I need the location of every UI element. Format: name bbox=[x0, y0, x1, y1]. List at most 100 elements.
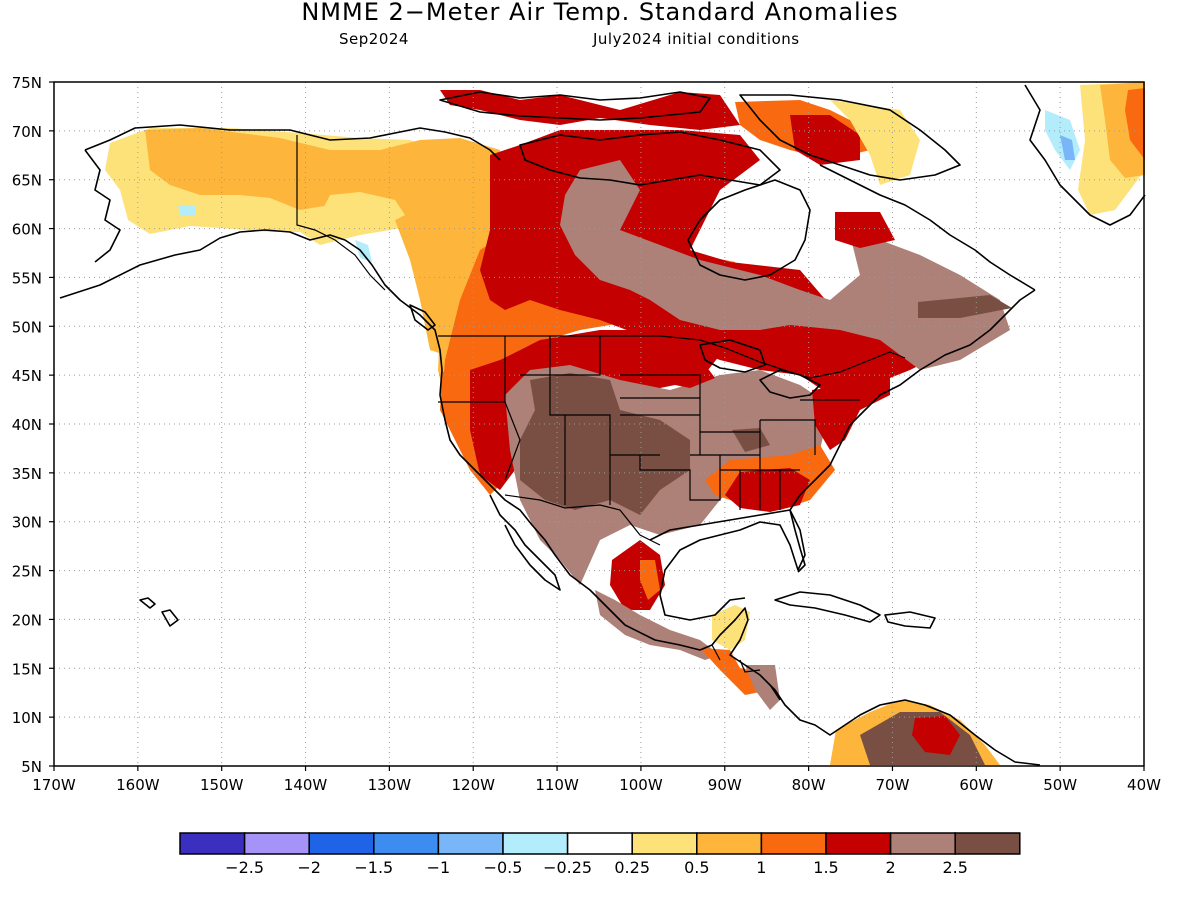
colorbar-swatch bbox=[502, 832, 569, 855]
map-title: NMME 2−Meter Air Temp. Standard Anomalie… bbox=[301, 0, 899, 26]
colorbar-swatch bbox=[825, 832, 892, 855]
lon-tick-label: 60W bbox=[959, 776, 993, 794]
colorbar-label: −0.5 bbox=[484, 858, 523, 877]
shade-mexico-orange bbox=[640, 560, 660, 600]
colorbar-label: −2.5 bbox=[225, 858, 264, 877]
colorbar-swatch bbox=[760, 832, 827, 855]
colorbar-label: −2 bbox=[297, 858, 321, 877]
coast-florida bbox=[789, 509, 806, 573]
border-central-america bbox=[711, 644, 781, 701]
lon-tick-label: 40W bbox=[1127, 776, 1161, 794]
colorbar-label: −1 bbox=[427, 858, 451, 877]
coast-hudson-bay bbox=[687, 179, 811, 281]
colorbar-swatch bbox=[373, 832, 440, 855]
shade-arctic-north-red bbox=[440, 90, 740, 130]
coast-baja bbox=[489, 494, 561, 591]
border-us-mexico bbox=[504, 494, 661, 546]
coast-east bbox=[789, 289, 1036, 511]
lon-tick-label: 150W bbox=[200, 776, 244, 794]
border-alaska-canada bbox=[296, 135, 386, 291]
colorbar-swatch bbox=[631, 832, 698, 855]
colorbar-label: 0.25 bbox=[614, 858, 650, 877]
shade-greenland-red bbox=[1125, 88, 1145, 160]
lat-tick-label: 65N bbox=[12, 172, 42, 190]
shade-cam-brown bbox=[745, 665, 780, 710]
lat-tick-label: 55N bbox=[12, 269, 42, 287]
shade-canada-brown bbox=[560, 160, 1010, 370]
map-valid-month: Sep2024 bbox=[339, 30, 409, 48]
colorbar-swatch bbox=[243, 832, 310, 855]
coast-ellesmere bbox=[439, 91, 711, 121]
coast-vancouver-island bbox=[409, 304, 436, 331]
lat-tick-label: 75N bbox=[12, 74, 42, 92]
lat-tick-label: 50N bbox=[12, 318, 42, 336]
lat-tick-label: 25N bbox=[12, 563, 42, 581]
shade-east-red bbox=[812, 365, 890, 450]
coastlines bbox=[59, 84, 1146, 766]
colorbar-swatch bbox=[954, 832, 1021, 855]
lon-tick-label: 130W bbox=[368, 776, 412, 794]
lat-tick-label: 35N bbox=[12, 465, 42, 483]
latitude-axis: 75N 70N 65N 60N 55N 50N 45N 40N 35N 30N 25N 20N 15N 1… bbox=[12, 74, 54, 776]
colorbar-label: 1 bbox=[756, 858, 766, 877]
shade-yukon-orange bbox=[145, 128, 505, 355]
colorbar-label: 2 bbox=[886, 858, 896, 877]
lat-tick-label: 30N bbox=[12, 514, 42, 532]
coast-greenland bbox=[1024, 84, 1146, 226]
coast-cuba bbox=[774, 591, 881, 623]
colorbar-swatch bbox=[696, 832, 763, 855]
shade-us-darkbrown bbox=[520, 373, 690, 515]
shade-yukon-yellow bbox=[320, 192, 405, 230]
coast-hawaii bbox=[139, 597, 179, 627]
border-us-states bbox=[438, 336, 860, 510]
lon-tick-label: 80W bbox=[792, 776, 826, 794]
lon-tick-label: 100W bbox=[619, 776, 663, 794]
lon-tick-label: 170W bbox=[32, 776, 76, 794]
shade-bc-cool bbox=[355, 240, 372, 262]
coast-gulf bbox=[649, 509, 806, 621]
colorbar-swatch bbox=[566, 832, 633, 855]
map-initial-conditions: July2024 initial conditions bbox=[593, 30, 800, 48]
lon-tick-label: 120W bbox=[451, 776, 495, 794]
shade-quebec-red bbox=[835, 212, 895, 248]
lat-tick-label: 15N bbox=[12, 660, 42, 678]
coast-arctic-islands bbox=[519, 131, 781, 186]
colorbar-label: 1.5 bbox=[813, 858, 838, 877]
shade-arctic-red bbox=[790, 115, 860, 165]
colorbar-swatch bbox=[889, 832, 956, 855]
shade-sa-red bbox=[912, 716, 960, 755]
colorbar-label: 0.5 bbox=[684, 858, 709, 877]
shade-greenland-cool2 bbox=[1060, 135, 1075, 160]
lon-tick-label: 140W bbox=[284, 776, 328, 794]
shade-se-red bbox=[725, 468, 810, 512]
lon-tick-label: 110W bbox=[535, 776, 579, 794]
longitude-axis: 170W 160W 150W 140W 130W 120W 110W 100W 90W 80W 70… bbox=[32, 766, 1161, 794]
political-borders bbox=[296, 135, 906, 701]
shade-lakes-red bbox=[660, 358, 715, 388]
shade-ak-cool bbox=[178, 205, 196, 215]
coast-great-lakes bbox=[699, 339, 821, 399]
colorbar-swatch bbox=[308, 832, 375, 855]
lat-tick-label: 5N bbox=[21, 758, 42, 776]
coast-labrador bbox=[819, 164, 1036, 291]
lat-tick-label: 10N bbox=[12, 709, 42, 727]
shade-mexico-south-brown bbox=[595, 590, 720, 660]
colorbar: −2.5 −2 −1.5 −1 −0.5 −0.25 0.25 0.5 1 1.5 2 2.5 bbox=[179, 832, 1021, 877]
lon-tick-label: 50W bbox=[1043, 776, 1077, 794]
shade-arctic-yellow bbox=[830, 100, 920, 185]
coast-alaska bbox=[59, 229, 1041, 766]
lat-tick-label: 20N bbox=[12, 611, 42, 629]
colorbar-label: 2.5 bbox=[942, 858, 967, 877]
lon-tick-label: 90W bbox=[708, 776, 742, 794]
colorbar-swatch bbox=[179, 832, 246, 855]
coast-hispaniola bbox=[884, 611, 936, 629]
lat-tick-label: 60N bbox=[12, 221, 42, 239]
coast-arctic-alaska bbox=[84, 124, 501, 161]
lon-tick-label: 160W bbox=[116, 776, 160, 794]
colorbar-swatch bbox=[437, 832, 504, 855]
lon-tick-label: 70W bbox=[876, 776, 910, 794]
lat-tick-label: 45N bbox=[12, 367, 42, 385]
shade-labrador-darkbrown bbox=[918, 295, 1012, 318]
lat-tick-label: 70N bbox=[12, 123, 42, 141]
